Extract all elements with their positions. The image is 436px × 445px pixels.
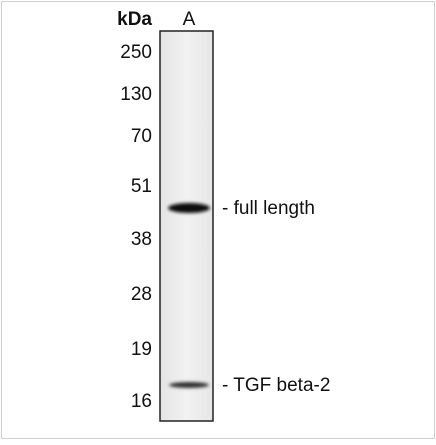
unit-label: kDa <box>117 9 152 30</box>
marker-label: 38 <box>131 229 152 250</box>
image-border <box>2 2 435 439</box>
band-label: - TGF beta-2 <box>222 375 330 396</box>
marker-label: 19 <box>131 339 152 360</box>
marker-label: 250 <box>120 42 152 63</box>
page: {"blot": {"unit_label": "kDa", "lanes": … <box>0 0 436 440</box>
marker-label: 70 <box>131 126 152 147</box>
marker-label: 16 <box>131 391 152 412</box>
marker-label: 28 <box>131 284 152 305</box>
band-tgf-beta-2 <box>169 382 209 388</box>
lane-frame <box>160 31 213 421</box>
figure: kDa A 250 130 70 51 38 28 19 16 - full length -… <box>0 0 436 440</box>
marker-label: 51 <box>131 176 152 197</box>
band-label: - full length <box>222 198 315 219</box>
lane-label: A <box>183 9 196 30</box>
marker-label: 130 <box>120 84 152 105</box>
band-full-length <box>168 203 210 213</box>
